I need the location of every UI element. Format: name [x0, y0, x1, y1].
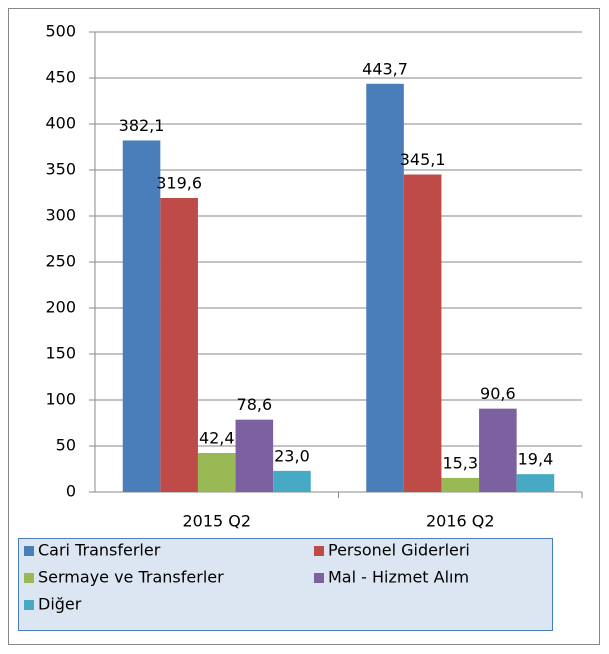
value-label: 319,6: [156, 173, 202, 192]
bar: [122, 140, 161, 492]
legend-box: [18, 538, 553, 631]
value-label: 382,1: [119, 116, 165, 135]
bar: [235, 419, 274, 492]
y-tick-label: 300: [45, 206, 76, 225]
bar: [479, 408, 517, 492]
bar: [273, 470, 311, 492]
legend-label: Personel Giderleri: [328, 541, 470, 560]
value-label: 90,6: [480, 384, 516, 403]
y-tick-label: 100: [45, 390, 76, 409]
value-label: 42,4: [199, 428, 235, 447]
x-tick-label: 2015 Q2: [182, 512, 251, 531]
y-tick-label: 150: [45, 344, 76, 363]
legend-swatch: [24, 573, 34, 583]
y-tick-label: 250: [45, 252, 76, 271]
value-label: 19,4: [518, 450, 554, 469]
legend-label: Diğer: [38, 595, 82, 614]
value-label: 15,3: [442, 453, 478, 472]
legend-label: Mal - Hizmet Alım: [328, 568, 469, 587]
legend-label: Cari Transferler: [38, 541, 161, 560]
value-label: 23,0: [274, 446, 310, 465]
bar: [516, 474, 555, 492]
y-tick-label: 200: [45, 298, 76, 317]
bar: [366, 83, 404, 493]
bar: [403, 174, 442, 492]
value-label: 345,1: [400, 150, 446, 169]
value-label: 78,6: [237, 395, 273, 414]
y-tick-label: 500: [45, 22, 76, 41]
legend-swatch: [314, 573, 324, 583]
legend-swatch: [24, 600, 34, 610]
y-tick-label: 350: [45, 160, 76, 179]
y-tick-label: 450: [45, 68, 76, 87]
bar: [160, 197, 198, 492]
value-label: 443,7: [362, 59, 408, 78]
bar: [197, 452, 236, 492]
x-tick-label: 2016 Q2: [426, 512, 495, 531]
legend-swatch: [314, 546, 324, 556]
legend-swatch: [24, 546, 34, 556]
legend-label: Sermaye ve Transferler: [38, 568, 224, 587]
y-tick-label: 0: [66, 482, 76, 501]
bar: [441, 477, 480, 492]
y-tick-label: 400: [45, 114, 76, 133]
y-tick-label: 50: [56, 436, 76, 455]
